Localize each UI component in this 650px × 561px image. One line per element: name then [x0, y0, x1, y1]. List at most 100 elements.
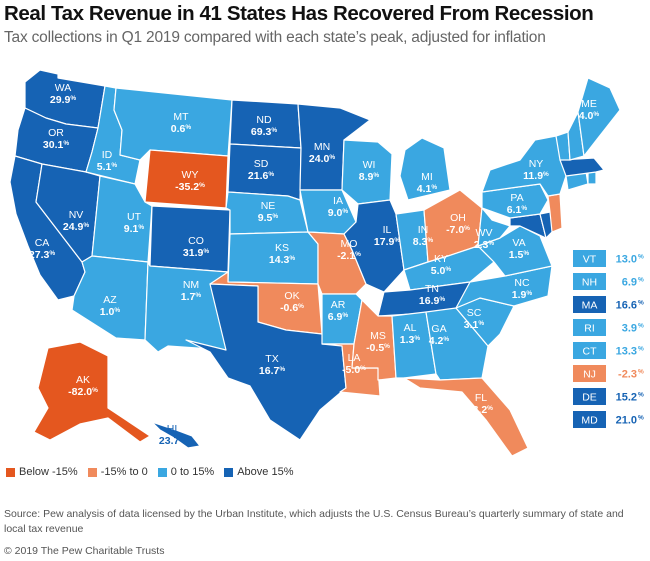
- small-state-badge-vt: [573, 250, 606, 267]
- state-label-nc: NC 1.9%: [512, 277, 533, 301]
- state-label-ca: CA 27.3%: [29, 237, 55, 261]
- small-state-abbr-vt: VT: [583, 254, 597, 266]
- state-label-ms: MS -0.5%: [366, 330, 390, 354]
- state-labels: WA 29.9% OR 30.1% CA 27.3% NV 24.9% ID 5.1% MT 0.6%…: [29, 82, 600, 447]
- source-note: Source: Pew analysis of data licensed by…: [4, 508, 624, 535]
- small-state-percent-ri: %: [638, 323, 644, 330]
- small-state-value-nj: -2.3: [618, 369, 637, 381]
- small-state-row-md: MD 21.0%: [573, 411, 644, 428]
- state-ma: [559, 157, 605, 177]
- state-label-fl: FL -8.2%: [469, 392, 493, 416]
- state-label-ut: UT 9.1%: [124, 211, 145, 235]
- small-state-badge-de: [573, 388, 606, 405]
- state-label-ky: KY 5.0%: [431, 253, 452, 277]
- small-state-percent-nj: %: [638, 369, 644, 376]
- small-state-row-nh: NH 6.9%: [573, 273, 644, 290]
- state-label-hi: HI 23.7%: [159, 423, 185, 447]
- state-label-az: AZ 1.0%: [100, 294, 121, 318]
- small-state-row-de: DE 15.2%: [573, 388, 644, 405]
- state-me: [577, 77, 621, 157]
- small-state-badge-ct: [573, 342, 606, 359]
- state-label-va: VA 1.5%: [509, 237, 530, 261]
- legend-item-neg15-to-0: -15% to 0: [87, 466, 148, 478]
- small-state-row-ma: MA 16.6%: [573, 296, 644, 313]
- small-state-badge-ri: [573, 319, 606, 336]
- state-label-mt: MT 0.6%: [171, 111, 192, 135]
- legend-label-above-15: Above 15%: [237, 466, 294, 478]
- small-state-abbr-ma: MA: [582, 300, 598, 312]
- state-va: [477, 225, 553, 277]
- state-label-ok: OK -0.6%: [280, 290, 304, 314]
- legend: Below -15% -15% to 0 0 to 15% Above 15%: [6, 466, 293, 478]
- small-state-badge-nh: [573, 273, 606, 290]
- state-label-la: LA -5.0%: [342, 352, 366, 376]
- state-label-il: IL 17.9%: [374, 224, 400, 248]
- state-label-ak: AK -82.0%: [68, 374, 98, 398]
- small-state-row-vt: VT 13.0%: [573, 250, 644, 267]
- small-state-badge-nj: [573, 365, 606, 382]
- state-hi: [151, 421, 201, 449]
- small-state-badge-md: [573, 411, 606, 428]
- state-ms: [351, 299, 397, 381]
- small-state-abbr-nh: NH: [582, 277, 597, 289]
- legend-swatch-neg15-to-0: [87, 467, 97, 477]
- copyright: © 2019 The Pew Charitable Trusts: [4, 545, 165, 557]
- state-label-me: ME 4.0%: [579, 98, 600, 122]
- small-state-percent-de: %: [638, 392, 644, 399]
- state-label-al: AL 1.3%: [400, 322, 421, 346]
- state-fl: [403, 377, 529, 457]
- legend-label-0-to-15: 0 to 15%: [170, 466, 215, 478]
- legend-swatch-above-15: [224, 467, 234, 477]
- state-label-id: ID 5.1%: [97, 149, 118, 173]
- small-state-row-ri: RI 3.9%: [573, 319, 644, 336]
- legend-item-0-to-15: 0 to 15%: [157, 466, 215, 478]
- small-state-value-nh: 6.9: [622, 277, 637, 289]
- state-ut: [91, 175, 153, 263]
- state-label-ny: NY 11.9%: [523, 158, 549, 182]
- map-title: Real Tax Revenue in 41 States Has Recove…: [4, 2, 594, 25]
- small-state-row-ct: CT 13.3%: [573, 342, 644, 359]
- small-state-percent-nh: %: [638, 277, 644, 284]
- state-label-mn: MN 24.0%: [309, 141, 335, 165]
- legend-swatch-0-to-15: [157, 467, 167, 477]
- state-label-tn: TN 16.9%: [419, 283, 445, 307]
- map-subtitle: Tax collections in Q1 2019 compared with…: [4, 29, 546, 46]
- small-states-table: VT 13.0 % NH 6.9 % MA 16.6 % RI 3.9 % CT 13.3 % NJ -2.3%…: [573, 250, 644, 428]
- state-label-ks: KS 14.3%: [269, 242, 295, 266]
- small-state-abbr-ri: RI: [584, 323, 595, 335]
- small-state-percent-ct: %: [638, 346, 644, 353]
- state-mi: [399, 137, 451, 201]
- state-label-nv: NV 24.9%: [63, 209, 89, 233]
- state-label-oh: OH -7.0%: [446, 212, 470, 236]
- small-state-badge-ma: [573, 296, 606, 313]
- state-il: [343, 199, 405, 293]
- state-label-ia: IA 9.0%: [328, 195, 349, 219]
- state-label-sc: SC 3.1%: [464, 307, 485, 331]
- state-label-tx: TX 16.7%: [259, 353, 285, 377]
- state-al: [391, 311, 437, 379]
- state-label-mi: MI 4.1%: [417, 171, 438, 195]
- state-label-nd: ND 69.3%: [251, 114, 277, 138]
- small-state-value-ri: 3.9: [622, 323, 637, 335]
- small-state-value-ma: 16.6: [616, 300, 637, 312]
- state-nm: [144, 261, 229, 353]
- state-ri: [587, 171, 597, 185]
- state-label-ga: GA 4.2%: [429, 323, 450, 347]
- state-label-wi: WI 8.9%: [359, 159, 380, 183]
- legend-swatch-below-15: [6, 467, 15, 477]
- state-ak: [33, 341, 151, 443]
- state-label-or: OR 30.1%: [43, 127, 69, 151]
- small-state-value-de: 15.2: [616, 392, 637, 404]
- small-state-value-ct: 13.3: [616, 346, 637, 358]
- state-label-ar: AR 6.9%: [328, 299, 349, 323]
- state-label-sd: SD 21.6%: [248, 158, 274, 182]
- small-state-abbr-md: MD: [581, 415, 598, 427]
- legend-item-below-15: Below -15%: [6, 466, 78, 478]
- state-label-nm: NM 1.7%: [181, 279, 202, 303]
- legend-item-above-15: Above 15%: [224, 466, 293, 478]
- small-state-value-vt: 13.0: [616, 254, 637, 266]
- small-state-percent-md: %: [638, 415, 644, 422]
- state-label-in: IN 8.3%: [413, 224, 434, 248]
- state-label-wa: WA 29.9%: [50, 82, 76, 106]
